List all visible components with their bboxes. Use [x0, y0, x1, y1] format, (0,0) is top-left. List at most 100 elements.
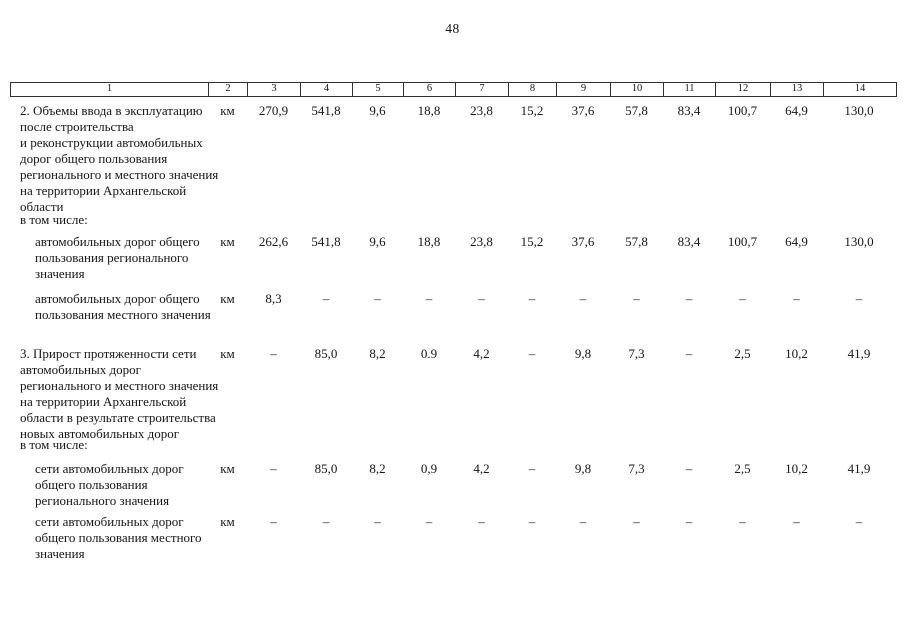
value-cell: 85,0 [314, 346, 338, 361]
value-cell: – [322, 291, 330, 306]
value-cell: 262,6 [258, 234, 289, 249]
value-cell: 8,2 [369, 461, 386, 476]
value-cell: – [425, 291, 433, 306]
value-cell: 10,2 [785, 461, 808, 476]
value-cell: 64,9 [785, 234, 808, 249]
value-cell: – [579, 514, 587, 529]
value-cell: 0.9 [420, 346, 438, 361]
value-cell: – [579, 291, 587, 306]
header-cell: 4 [301, 83, 353, 96]
value-cell: 15,2 [520, 234, 544, 249]
value-cell: – [528, 346, 536, 361]
value-cell: – [739, 291, 746, 306]
value-cell: 15,2 [520, 103, 544, 118]
value-cell: 8,3 [265, 291, 282, 306]
value-cell: – [685, 291, 693, 306]
value-cell: 9,8 [574, 461, 592, 476]
note-label: в том числе: [20, 437, 88, 452]
value-cell: 10,2 [785, 346, 808, 361]
value-cell: – [270, 346, 277, 361]
value-cell: – [528, 291, 536, 306]
row-label: сети автомобильных дорог общего пользова… [35, 461, 184, 508]
header-cell: 10 [611, 83, 664, 96]
value-cell: – [685, 346, 693, 361]
value-cell: 18,8 [417, 103, 441, 118]
value-cell: – [739, 514, 746, 529]
header-cell: 12 [716, 83, 771, 96]
value-cell: 541,8 [311, 103, 341, 118]
row-label: автомобильных дорог общего пользования м… [35, 291, 211, 322]
header-cell: 5 [353, 83, 404, 96]
header-cell: 9 [557, 83, 611, 96]
header-cell: 6 [404, 83, 456, 96]
value-cell: 0,9 [420, 461, 438, 476]
unit-cell: км [220, 103, 235, 118]
value-cell: 4,2 [473, 461, 490, 476]
value-cell: – [793, 514, 800, 529]
note-label: в том числе: [20, 212, 88, 227]
value-cell: 41,9 [847, 461, 871, 476]
value-cell: 9,6 [369, 234, 386, 249]
value-cell: – [270, 514, 277, 529]
value-cell: 9,6 [369, 103, 386, 118]
value-cell: 7,3 [628, 346, 645, 361]
page-number: 48 [445, 21, 460, 36]
value-cell: 130,0 [844, 103, 874, 118]
unit-cell: км [220, 291, 235, 306]
value-cell: 18,8 [417, 234, 441, 249]
value-cell: – [374, 514, 381, 529]
header-cell: 2 [209, 83, 248, 96]
row-label: сети автомобильных дорог общего пользова… [35, 514, 202, 561]
value-cell: 83,4 [677, 103, 701, 118]
value-cell: 85,0 [314, 461, 338, 476]
value-cell: – [425, 514, 433, 529]
value-cell: – [374, 291, 381, 306]
value-cell: – [528, 461, 536, 476]
unit-cell: км [220, 514, 235, 529]
value-cell: – [685, 461, 693, 476]
value-cell: 37,6 [571, 234, 595, 249]
value-cell: 100,7 [727, 234, 758, 249]
value-cell: – [478, 291, 485, 306]
value-cell: 2,5 [734, 461, 751, 476]
header-cell: 11 [664, 83, 716, 96]
value-cell: – [322, 514, 330, 529]
value-cell: – [685, 514, 693, 529]
value-cell: 100,7 [727, 103, 758, 118]
table-header-row: 1 2 3 4 5 6 7 8 9 10 11 12 13 14 [10, 82, 897, 97]
unit-cell: км [220, 234, 235, 249]
value-cell: 7,3 [628, 461, 645, 476]
header-cell: 13 [771, 83, 824, 96]
row-label: 3. Прирост протяженности сети автомобиль… [20, 346, 219, 441]
value-cell: – [528, 514, 536, 529]
value-cell: 8,2 [369, 346, 386, 361]
value-cell: 130,0 [844, 234, 874, 249]
value-cell: 64,9 [785, 103, 808, 118]
header-cell: 3 [248, 83, 301, 96]
value-cell: 83,4 [677, 234, 701, 249]
value-cell: 37,6 [571, 103, 595, 118]
value-cell: 2,5 [734, 346, 751, 361]
value-cell: 9,8 [574, 346, 592, 361]
value-cell: 23,8 [470, 234, 493, 249]
value-cell: – [855, 291, 863, 306]
header-cell: 7 [456, 83, 509, 96]
value-cell: 57,8 [625, 103, 648, 118]
value-cell: – [633, 291, 640, 306]
value-cell: 57,8 [625, 234, 648, 249]
row-label: 2. Объемы ввода в эксплуатацию после стр… [20, 103, 219, 214]
header-cell: 1 [11, 83, 209, 96]
value-cell: 41,9 [847, 346, 871, 361]
row-label: автомобильных дорог общего пользования р… [35, 234, 200, 281]
value-cell: 23,8 [470, 103, 493, 118]
value-cell: 270,9 [258, 103, 289, 118]
value-cell: – [270, 461, 277, 476]
header-cell: 8 [509, 83, 557, 96]
value-cell: – [855, 514, 863, 529]
header-cell: 14 [854, 83, 866, 94]
value-cell: – [478, 514, 485, 529]
value-cell: 4,2 [473, 346, 490, 361]
unit-cell: км [220, 346, 235, 361]
value-cell: – [793, 291, 800, 306]
